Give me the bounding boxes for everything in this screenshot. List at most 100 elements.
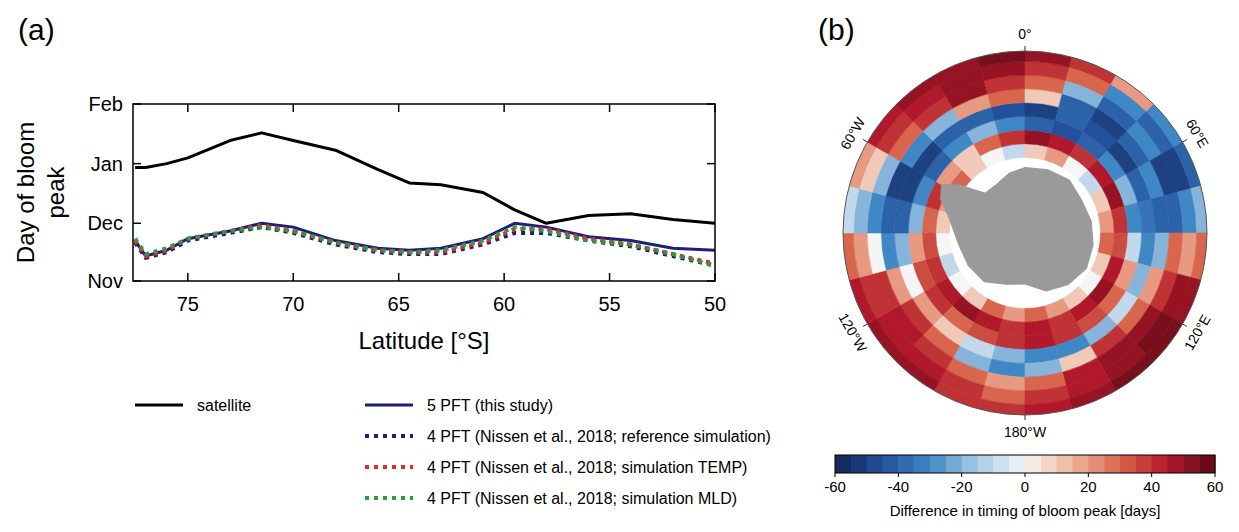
y-tick-label: Feb bbox=[89, 93, 123, 115]
x-tick-label: 50 bbox=[704, 293, 726, 315]
colorbar-step bbox=[883, 455, 899, 473]
colorbar-step bbox=[851, 455, 867, 473]
x-tick bbox=[398, 273, 400, 281]
lon-tick bbox=[1025, 415, 1026, 420]
map-cell bbox=[843, 233, 859, 280]
y-tick-label: Dec bbox=[87, 212, 123, 234]
x-tick bbox=[187, 273, 189, 281]
figure: (a)NovDecJanFeb757065605550Latitude [°S]… bbox=[0, 0, 1239, 532]
x-tick bbox=[293, 273, 295, 281]
colorbar-step bbox=[1088, 455, 1104, 473]
map-cell bbox=[1174, 142, 1201, 189]
colorbar-step bbox=[898, 455, 914, 473]
x-tick-label: 65 bbox=[388, 293, 410, 315]
x-tick bbox=[187, 104, 189, 112]
x-axis-title: Latitude [°S] bbox=[358, 327, 489, 354]
colorbar-tick bbox=[1088, 473, 1089, 477]
colorbar-step bbox=[1183, 455, 1199, 473]
map-cell bbox=[849, 142, 876, 189]
lon-label: 60°E bbox=[1183, 116, 1212, 150]
plot-lines bbox=[135, 133, 715, 266]
series-line bbox=[135, 227, 715, 265]
colorbar-step bbox=[930, 455, 946, 473]
map-cell bbox=[1146, 319, 1182, 362]
legend-swatch bbox=[365, 404, 413, 407]
colorbar-tick bbox=[835, 473, 836, 477]
map-cell bbox=[1111, 354, 1154, 390]
colorbar-step bbox=[1009, 455, 1025, 473]
colorbar-tick bbox=[1025, 473, 1026, 477]
legend: satellite5 PFT (this study)4 PFT (Nissen… bbox=[135, 397, 771, 507]
x-tick-label: 60 bbox=[493, 293, 515, 315]
colorbar-step bbox=[1057, 455, 1073, 473]
colorbar-step bbox=[1199, 455, 1215, 473]
colorbar-tick bbox=[1151, 473, 1152, 477]
lon-label: 60°W bbox=[837, 114, 868, 152]
legend-swatch bbox=[365, 465, 413, 469]
colorbar-step bbox=[1168, 455, 1184, 473]
legend-label: satellite bbox=[197, 397, 251, 414]
x-tick bbox=[609, 273, 611, 281]
colorbar-step bbox=[835, 455, 851, 473]
colorbar-step bbox=[1136, 455, 1152, 473]
colorbar-step bbox=[1025, 455, 1041, 473]
map-cell bbox=[896, 354, 939, 390]
panel-a: (a)NovDecJanFeb757065605550Latitude [°S]… bbox=[12, 13, 771, 507]
legend-swatch bbox=[135, 404, 183, 407]
map-ground bbox=[843, 51, 1207, 415]
colorbar-tick bbox=[1215, 473, 1216, 477]
colorbar-frame bbox=[835, 455, 1215, 473]
map-cell bbox=[1111, 75, 1154, 111]
map-cell bbox=[1191, 186, 1207, 233]
colorbar-tick-label: 60 bbox=[1207, 478, 1224, 495]
x-tick-label: 75 bbox=[177, 293, 199, 315]
map-cell bbox=[843, 186, 859, 233]
y-tick-label: Nov bbox=[87, 270, 123, 292]
lon-label: 180°W bbox=[1004, 424, 1047, 440]
y-axis-title: Day of bloompeak bbox=[12, 122, 69, 263]
colorbar-step bbox=[914, 455, 930, 473]
legend-label: 4 PFT (Nissen et al., 2018; simulation T… bbox=[427, 459, 747, 476]
legend-label: 4 PFT (Nissen et al., 2018; simulation M… bbox=[427, 490, 737, 507]
series-line bbox=[135, 225, 715, 263]
panel-label: (a) bbox=[18, 13, 55, 46]
colorbar-step bbox=[946, 455, 962, 473]
y-tick-label: Jan bbox=[91, 153, 123, 175]
x-tick bbox=[293, 104, 295, 112]
legend-swatch bbox=[365, 434, 413, 438]
map-cell bbox=[1191, 233, 1207, 280]
map-cell bbox=[934, 382, 981, 409]
map-cell bbox=[896, 75, 939, 111]
antarctica bbox=[941, 168, 1094, 292]
lon-tick bbox=[1183, 324, 1187, 327]
colorbar-tick-label: -40 bbox=[887, 478, 909, 495]
map-cell bbox=[1025, 51, 1072, 67]
x-tick bbox=[398, 104, 400, 112]
colorbar-tick-label: 0 bbox=[1021, 478, 1029, 495]
lon-tick bbox=[1025, 46, 1026, 51]
colorbar-step bbox=[993, 455, 1009, 473]
colorbar-tick-label: 40 bbox=[1143, 478, 1160, 495]
colorbar-tick-label: -20 bbox=[951, 478, 973, 495]
x-tick-label: 55 bbox=[598, 293, 620, 315]
map-cell bbox=[1025, 399, 1072, 415]
map-cell bbox=[1069, 382, 1116, 409]
lon-label: 120°W bbox=[835, 310, 870, 355]
map-cell bbox=[1146, 104, 1182, 147]
colorbar-tick bbox=[898, 473, 899, 477]
panel-label: (b) bbox=[818, 13, 855, 46]
legend-swatch bbox=[365, 496, 413, 500]
lon-tick bbox=[863, 140, 867, 143]
lon-tick bbox=[1183, 140, 1187, 143]
colorbar-step bbox=[1120, 455, 1136, 473]
x-tick bbox=[503, 104, 505, 112]
map-cell bbox=[978, 51, 1025, 67]
colorbar-step bbox=[978, 455, 994, 473]
y-tick bbox=[133, 163, 141, 165]
lon-tick bbox=[863, 324, 867, 327]
colorbar-step bbox=[1041, 455, 1057, 473]
x-tick bbox=[609, 104, 611, 112]
series-line bbox=[135, 223, 715, 256]
colorbar-step bbox=[1152, 455, 1168, 473]
map-cells bbox=[843, 51, 1207, 415]
